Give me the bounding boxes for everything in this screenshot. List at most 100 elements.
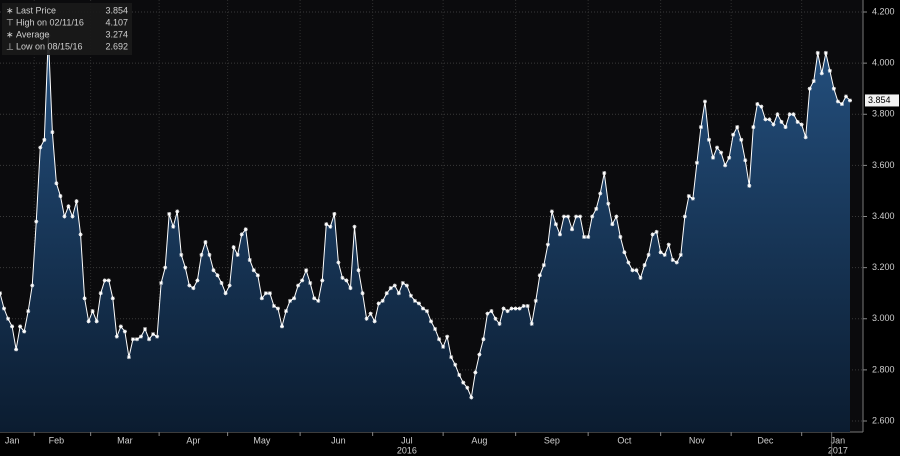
marker bbox=[408, 293, 413, 298]
year-label: 2017 bbox=[828, 445, 848, 455]
marker bbox=[6, 316, 11, 321]
line bbox=[0, 35, 851, 400]
marker bbox=[654, 229, 659, 234]
marker bbox=[642, 263, 647, 268]
x-tick-label: Apr bbox=[186, 435, 200, 445]
marker bbox=[78, 232, 83, 237]
y-tick-label: 2.800 bbox=[872, 364, 895, 374]
marker bbox=[481, 337, 486, 342]
marker bbox=[445, 334, 450, 339]
marker bbox=[731, 132, 736, 137]
marker bbox=[143, 326, 148, 331]
marker bbox=[259, 296, 264, 301]
marker bbox=[815, 50, 820, 55]
marker bbox=[590, 214, 595, 219]
y-tick-label: 3.800 bbox=[872, 109, 895, 119]
marker bbox=[831, 86, 836, 91]
marker bbox=[549, 209, 554, 214]
marker bbox=[400, 280, 405, 285]
marker bbox=[791, 112, 796, 117]
marker bbox=[698, 125, 703, 130]
legend-label: Last Price bbox=[16, 5, 56, 15]
marker bbox=[98, 291, 103, 296]
marker bbox=[823, 50, 828, 55]
marker bbox=[348, 286, 353, 291]
marker bbox=[775, 112, 780, 117]
marker bbox=[783, 125, 788, 130]
marker bbox=[364, 316, 369, 321]
legend-icon: ∗ bbox=[6, 5, 14, 15]
marker bbox=[545, 242, 550, 247]
marker bbox=[723, 163, 728, 168]
marker bbox=[582, 234, 587, 239]
marker bbox=[404, 283, 409, 288]
marker bbox=[453, 362, 458, 367]
marker bbox=[207, 252, 212, 257]
marker bbox=[416, 301, 421, 306]
marker bbox=[263, 291, 268, 296]
marker bbox=[811, 79, 816, 84]
marker bbox=[694, 160, 699, 165]
marker bbox=[771, 122, 776, 127]
marker bbox=[437, 337, 442, 342]
marker bbox=[70, 214, 75, 219]
marker bbox=[513, 306, 518, 311]
marker bbox=[682, 214, 687, 219]
marker bbox=[332, 211, 337, 216]
marker bbox=[618, 234, 623, 239]
marker bbox=[159, 280, 164, 285]
marker bbox=[493, 316, 498, 321]
marker bbox=[328, 224, 333, 229]
marker bbox=[517, 306, 522, 311]
marker bbox=[102, 278, 107, 283]
marker bbox=[678, 252, 683, 257]
marker bbox=[147, 337, 152, 342]
marker bbox=[34, 219, 39, 224]
marker bbox=[457, 372, 462, 377]
marker bbox=[38, 145, 43, 150]
marker bbox=[610, 222, 615, 227]
legend-value: 2.692 bbox=[105, 41, 128, 51]
marker bbox=[360, 291, 365, 296]
marker bbox=[275, 306, 280, 311]
marker bbox=[848, 98, 852, 103]
marker bbox=[747, 183, 752, 188]
marker bbox=[461, 380, 466, 385]
marker bbox=[533, 298, 538, 303]
marker bbox=[167, 211, 172, 216]
marker bbox=[634, 268, 639, 273]
marker bbox=[670, 257, 675, 262]
marker bbox=[674, 260, 679, 265]
marker bbox=[469, 395, 474, 400]
x-tick-label: Mar bbox=[117, 435, 133, 445]
marker bbox=[380, 298, 385, 303]
marker bbox=[114, 334, 119, 339]
x-tick-label: Oct bbox=[617, 435, 632, 445]
marker bbox=[799, 122, 804, 127]
marker bbox=[594, 206, 599, 211]
x-tick-label: Aug bbox=[471, 435, 487, 445]
marker bbox=[14, 347, 19, 352]
marker bbox=[368, 311, 373, 316]
marker bbox=[662, 252, 667, 257]
marker bbox=[211, 268, 216, 273]
y-tick-label: 4.200 bbox=[872, 6, 895, 16]
marker bbox=[138, 334, 143, 339]
y-tick-label: 3.600 bbox=[872, 160, 895, 170]
marker bbox=[171, 224, 176, 229]
marker bbox=[50, 130, 55, 135]
marker bbox=[312, 296, 317, 301]
marker bbox=[255, 273, 260, 278]
marker bbox=[541, 263, 546, 268]
marker bbox=[574, 214, 579, 219]
marker bbox=[787, 112, 792, 117]
y-tick-label: 3.000 bbox=[872, 313, 895, 323]
y-tick-label: 4.000 bbox=[872, 58, 895, 68]
legend-value: 4.107 bbox=[105, 17, 128, 27]
marker bbox=[284, 309, 289, 314]
marker bbox=[175, 209, 180, 214]
legend-icon: ⊥ bbox=[6, 41, 14, 51]
marker bbox=[227, 283, 232, 288]
x-tick-label: Jan bbox=[5, 435, 20, 445]
marker bbox=[304, 268, 309, 273]
